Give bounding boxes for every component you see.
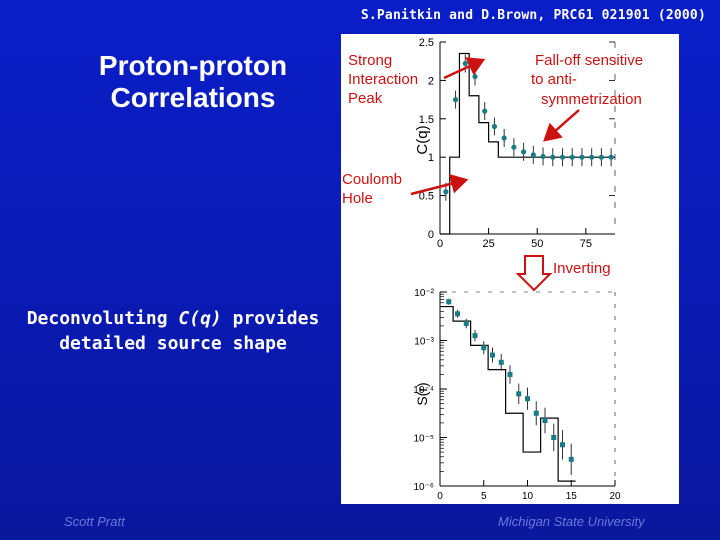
sr-ylabel: S(r)	[414, 382, 430, 405]
sr-point	[525, 396, 530, 402]
coulomb-line-1: Coulomb	[342, 171, 402, 188]
footer-institution: Michigan State University	[498, 514, 645, 529]
citation: S.Panitkin and D.Brown, PRC61 021901 (20…	[360, 8, 706, 23]
sr-points	[446, 298, 574, 475]
cq-point	[443, 189, 449, 195]
title-line-2: Correlations	[110, 82, 276, 113]
cq-point	[550, 154, 556, 160]
sr-y-tick-label: 10⁻⁶	[413, 482, 434, 493]
arrow-coulomb	[410, 174, 469, 196]
sr-point	[551, 435, 557, 440]
arrow-peak	[443, 57, 486, 80]
strong-peak-line-3: Peak	[348, 90, 383, 107]
footer-author: Scott Pratt	[64, 514, 125, 529]
cq-y-tick-label: 1	[428, 152, 434, 164]
sr-point	[507, 371, 513, 377]
annotations: Strong Interaction Peak Fall-off sensiti…	[342, 52, 643, 277]
cq-point	[491, 123, 498, 130]
cq-y-tick-label: 1.5	[419, 114, 434, 126]
strong-peak-line-2: Interaction	[348, 71, 418, 88]
cq-y-ticks: 0 0.5 1 1.5 2 2.5	[419, 37, 615, 241]
cq-point	[462, 60, 468, 67]
sr-x-tick-label: 0	[437, 491, 443, 502]
body-italic: C(q)	[178, 308, 222, 329]
sr-histogram	[440, 305, 576, 482]
cq-point	[540, 153, 546, 160]
sr-point	[533, 410, 539, 416]
sr-point	[568, 456, 574, 462]
body-text: Deconvoluting C(q) provides detailed sou…	[8, 306, 338, 356]
cq-point	[472, 73, 478, 80]
sr-point	[498, 359, 504, 365]
cq-histogram	[440, 52, 615, 235]
body-suffix: provides	[221, 308, 320, 329]
sr-point	[446, 299, 452, 305]
sr-y-tick-label: 10⁻²	[414, 288, 434, 299]
cq-x-tick-label: 25	[482, 238, 494, 250]
sr-y-ticks: 10⁻² 10⁻³ 10⁻⁴ 10⁻⁵ 10⁻⁶	[413, 288, 447, 493]
arrow-falloff	[543, 109, 580, 142]
sr-x-tick-label: 5	[481, 491, 487, 502]
cq-point	[511, 144, 517, 150]
sr-point	[516, 391, 522, 397]
cq-ylabel: C(q)	[414, 125, 431, 154]
sr-point	[463, 321, 469, 327]
cq-point	[598, 154, 604, 160]
figure-svg: 00.511.522.5 0 25 50 75 C(q) 10⁻²10⁻³10⁻⁴10…	[342, 37, 643, 502]
sr-y-tick-label: 10⁻³	[414, 337, 434, 348]
coulomb-line-2: Hole	[342, 190, 373, 207]
sr-point	[542, 418, 548, 424]
cq-point	[579, 154, 585, 160]
cq-x-ticks: 0 25 50 75	[437, 228, 592, 250]
title-line-1: Proton-proton	[98, 50, 288, 81]
sr-y-tick-label: 10⁻⁵	[413, 434, 434, 445]
sr-point	[560, 442, 565, 448]
cq-y-tick-label: 2	[428, 75, 434, 87]
inverting-label: Inverting	[553, 260, 611, 277]
falloff-line-2: to anti-	[531, 71, 577, 88]
body-line-1: Deconvoluting C(q) provides	[8, 306, 338, 331]
falloff-line-3: symmetrization	[541, 91, 642, 108]
cq-point	[569, 154, 575, 160]
cq-point	[608, 154, 614, 160]
sr-point	[455, 311, 460, 317]
strong-peak-line-1: Strong	[348, 52, 392, 69]
cq-y-tick-label: 2.5	[419, 37, 434, 49]
sr-point	[490, 352, 495, 358]
sr-x-tick-label: 20	[609, 491, 621, 502]
cq-point	[530, 152, 536, 158]
slide-title: Proton-proton Correlations	[78, 50, 308, 114]
sr-point	[481, 345, 487, 351]
sr-chart: 10⁻² 10⁻³ 10⁻⁴ 10⁻⁵ 10⁻⁶ 0 5 10 15 20 S(r)	[413, 288, 621, 502]
cq-x-tick-label: 75	[580, 238, 592, 250]
cq-point	[482, 108, 488, 114]
cq-y-tick-label: 0.5	[419, 191, 434, 203]
figure-panel: 0 0.5 1 1.5 2 2.5 0 25 50 75 C(q) 10⁻² 10⁻³ 10⁻⁴ 10…	[341, 34, 679, 504]
cq-point	[521, 149, 527, 155]
inverting-arrow	[515, 255, 553, 292]
cq-chart: 0 0.5 1 1.5 2 2.5 0 25 50 75 C(q)	[414, 37, 616, 250]
cq-point	[452, 97, 459, 103]
sr-x-ticks: 0 5 10 15 20	[437, 480, 621, 502]
cq-y-tick-label: 0	[428, 229, 434, 241]
sr-x-tick-label: 10	[522, 491, 534, 502]
cq-point	[501, 135, 507, 141]
body-prefix: Deconvoluting	[26, 308, 179, 329]
cq-x-tick-label: 50	[531, 238, 543, 250]
sr-y-tick-label: 10⁻⁴	[413, 385, 434, 396]
sr-x-tick-label: 15	[566, 491, 578, 502]
falloff-line-1: Fall-off sensitive	[535, 52, 643, 69]
sr-point	[472, 333, 478, 339]
cq-point	[559, 154, 566, 160]
body-line-2: detailed source shape	[59, 333, 287, 354]
cq-point	[589, 154, 595, 160]
cq-x-tick-label: 0	[437, 238, 443, 250]
